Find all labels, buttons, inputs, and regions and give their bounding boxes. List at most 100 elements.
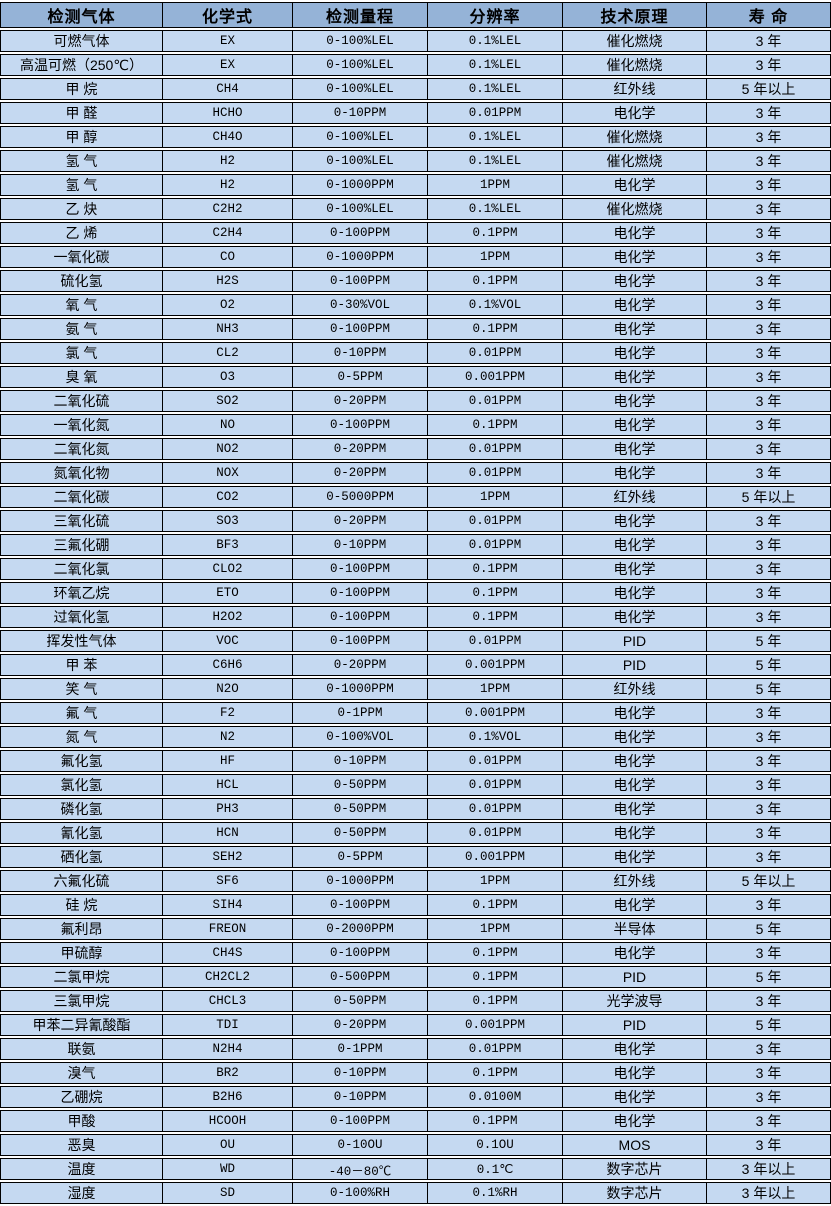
cell-formula: N2 <box>163 726 293 748</box>
table-row: 乙硼烷 B2H6 0-10PPM 0.0100M 电化学 3 年 <box>0 1086 831 1108</box>
cell-gas: 过氧化氢 <box>0 606 163 628</box>
cell-formula: EX <box>163 30 293 52</box>
cell-lifespan: 5 年 <box>707 1014 831 1036</box>
cell-range: 0-5PPM <box>293 846 428 868</box>
cell-lifespan: 3 年 <box>707 102 831 124</box>
cell-gas: 可燃气体 <box>0 30 163 52</box>
cell-principle: 光学波导 <box>563 990 707 1012</box>
table-row: 氧 气 O2 0-30%VOL 0.1%VOL 电化学 3 年 <box>0 294 831 316</box>
cell-resolution: 1PPM <box>428 486 563 508</box>
cell-formula: HF <box>163 750 293 772</box>
cell-lifespan: 3 年 <box>707 246 831 268</box>
cell-range: 0-50PPM <box>293 990 428 1012</box>
cell-formula: CH4O <box>163 126 293 148</box>
cell-range: 0-100PPM <box>293 318 428 340</box>
cell-lifespan: 3 年 <box>707 846 831 868</box>
cell-resolution: 1PPM <box>428 870 563 892</box>
cell-formula: ETO <box>163 582 293 604</box>
cell-resolution: 0.01PPM <box>428 438 563 460</box>
cell-lifespan: 3 年 <box>707 390 831 412</box>
cell-lifespan: 3 年 <box>707 822 831 844</box>
cell-resolution: 0.1PPM <box>428 990 563 1012</box>
table-row: 挥发性气体 VOC 0-100PPM 0.01PPM PID 5 年 <box>0 630 831 652</box>
cell-formula: PH3 <box>163 798 293 820</box>
cell-lifespan: 5 年 <box>707 918 831 940</box>
cell-range: 0-100%RH <box>293 1182 428 1204</box>
table-row: 甲 烷 CH4 0-100%LEL 0.1%LEL 红外线 5 年以上 <box>0 78 831 100</box>
cell-gas: 氨 气 <box>0 318 163 340</box>
cell-lifespan: 3 年 <box>707 438 831 460</box>
cell-range: 0-500PPM <box>293 966 428 988</box>
cell-range: 0-100%LEL <box>293 30 428 52</box>
cell-principle: 红外线 <box>563 78 707 100</box>
cell-lifespan: 3 年 <box>707 606 831 628</box>
cell-principle: 电化学 <box>563 1038 707 1060</box>
cell-formula: VOC <box>163 630 293 652</box>
cell-formula: F2 <box>163 702 293 724</box>
table-row: 甲硫醇 CH4S 0-100PPM 0.1PPM 电化学 3 年 <box>0 942 831 964</box>
cell-resolution: 0.01PPM <box>428 630 563 652</box>
cell-formula: CO2 <box>163 486 293 508</box>
cell-principle: 电化学 <box>563 366 707 388</box>
cell-range: 0-1000PPM <box>293 678 428 700</box>
cell-gas: 氟 气 <box>0 702 163 724</box>
cell-principle: 电化学 <box>563 270 707 292</box>
cell-formula: C6H6 <box>163 654 293 676</box>
table-row: 六氟化硫 SF6 0-1000PPM 1PPM 红外线 5 年以上 <box>0 870 831 892</box>
cell-principle: 电化学 <box>563 438 707 460</box>
cell-resolution: 0.1PPM <box>428 894 563 916</box>
cell-formula: CO <box>163 246 293 268</box>
cell-lifespan: 5 年 <box>707 630 831 652</box>
table-row: 二氧化碳 CO2 0-5000PPM 1PPM 红外线 5 年以上 <box>0 486 831 508</box>
cell-lifespan: 3 年 <box>707 318 831 340</box>
cell-formula: SEH2 <box>163 846 293 868</box>
cell-gas: 甲 烷 <box>0 78 163 100</box>
cell-gas: 恶臭 <box>0 1134 163 1156</box>
cell-formula: CH4S <box>163 942 293 964</box>
table-row: 温度 WD -40－80℃ 0.1℃ 数字芯片 3 年以上 <box>0 1158 831 1180</box>
cell-gas: 挥发性气体 <box>0 630 163 652</box>
cell-lifespan: 3 年 <box>707 150 831 172</box>
table-row: 三氯甲烷 CHCL3 0-50PPM 0.1PPM 光学波导 3 年 <box>0 990 831 1012</box>
cell-principle: 电化学 <box>563 1062 707 1084</box>
cell-gas: 氰化氢 <box>0 822 163 844</box>
cell-principle: 电化学 <box>563 102 707 124</box>
table-row: 氟利昂 FREON 0-2000PPM 1PPM 半导体 5 年 <box>0 918 831 940</box>
table-row: 氟 气 F2 0-1PPM 0.001PPM 电化学 3 年 <box>0 702 831 724</box>
cell-range: 0-20PPM <box>293 462 428 484</box>
cell-gas: 溴气 <box>0 1062 163 1084</box>
cell-lifespan: 3 年 <box>707 1038 831 1060</box>
table-row: 甲酸 HCOOH 0-100PPM 0.1PPM 电化学 3 年 <box>0 1110 831 1132</box>
cell-resolution: 0.01PPM <box>428 102 563 124</box>
cell-gas: 氧 气 <box>0 294 163 316</box>
cell-lifespan: 3 年 <box>707 582 831 604</box>
table-row: 三氧化硫 SO3 0-20PPM 0.01PPM 电化学 3 年 <box>0 510 831 532</box>
cell-principle: 电化学 <box>563 606 707 628</box>
cell-resolution: 0.1PPM <box>428 942 563 964</box>
cell-formula: O3 <box>163 366 293 388</box>
cell-range: 0-20PPM <box>293 1014 428 1036</box>
cell-lifespan: 3 年 <box>707 990 831 1012</box>
cell-lifespan: 3 年 <box>707 270 831 292</box>
cell-resolution: 0.1PPM <box>428 318 563 340</box>
cell-gas: 甲 苯 <box>0 654 163 676</box>
cell-range: 0-100PPM <box>293 270 428 292</box>
cell-range: 0-50PPM <box>293 798 428 820</box>
header-row: 检测气体 化学式 检测量程 分辨率 技术原理 寿 命 <box>0 2 831 28</box>
cell-resolution: 0.01PPM <box>428 750 563 772</box>
cell-lifespan: 3 年 <box>707 702 831 724</box>
cell-resolution: 0.01PPM <box>428 462 563 484</box>
cell-gas: 环氧乙烷 <box>0 582 163 604</box>
cell-resolution: 0.01PPM <box>428 534 563 556</box>
cell-range: 0-100%LEL <box>293 198 428 220</box>
cell-gas: 乙 烯 <box>0 222 163 244</box>
cell-principle: 电化学 <box>563 390 707 412</box>
cell-formula: SF6 <box>163 870 293 892</box>
cell-range: 0-1PPM <box>293 702 428 724</box>
cell-resolution: 0.001PPM <box>428 702 563 724</box>
cell-lifespan: 3 年 <box>707 1062 831 1084</box>
cell-formula: HCOOH <box>163 1110 293 1132</box>
cell-range: 0-100PPM <box>293 942 428 964</box>
cell-principle: 电化学 <box>563 294 707 316</box>
